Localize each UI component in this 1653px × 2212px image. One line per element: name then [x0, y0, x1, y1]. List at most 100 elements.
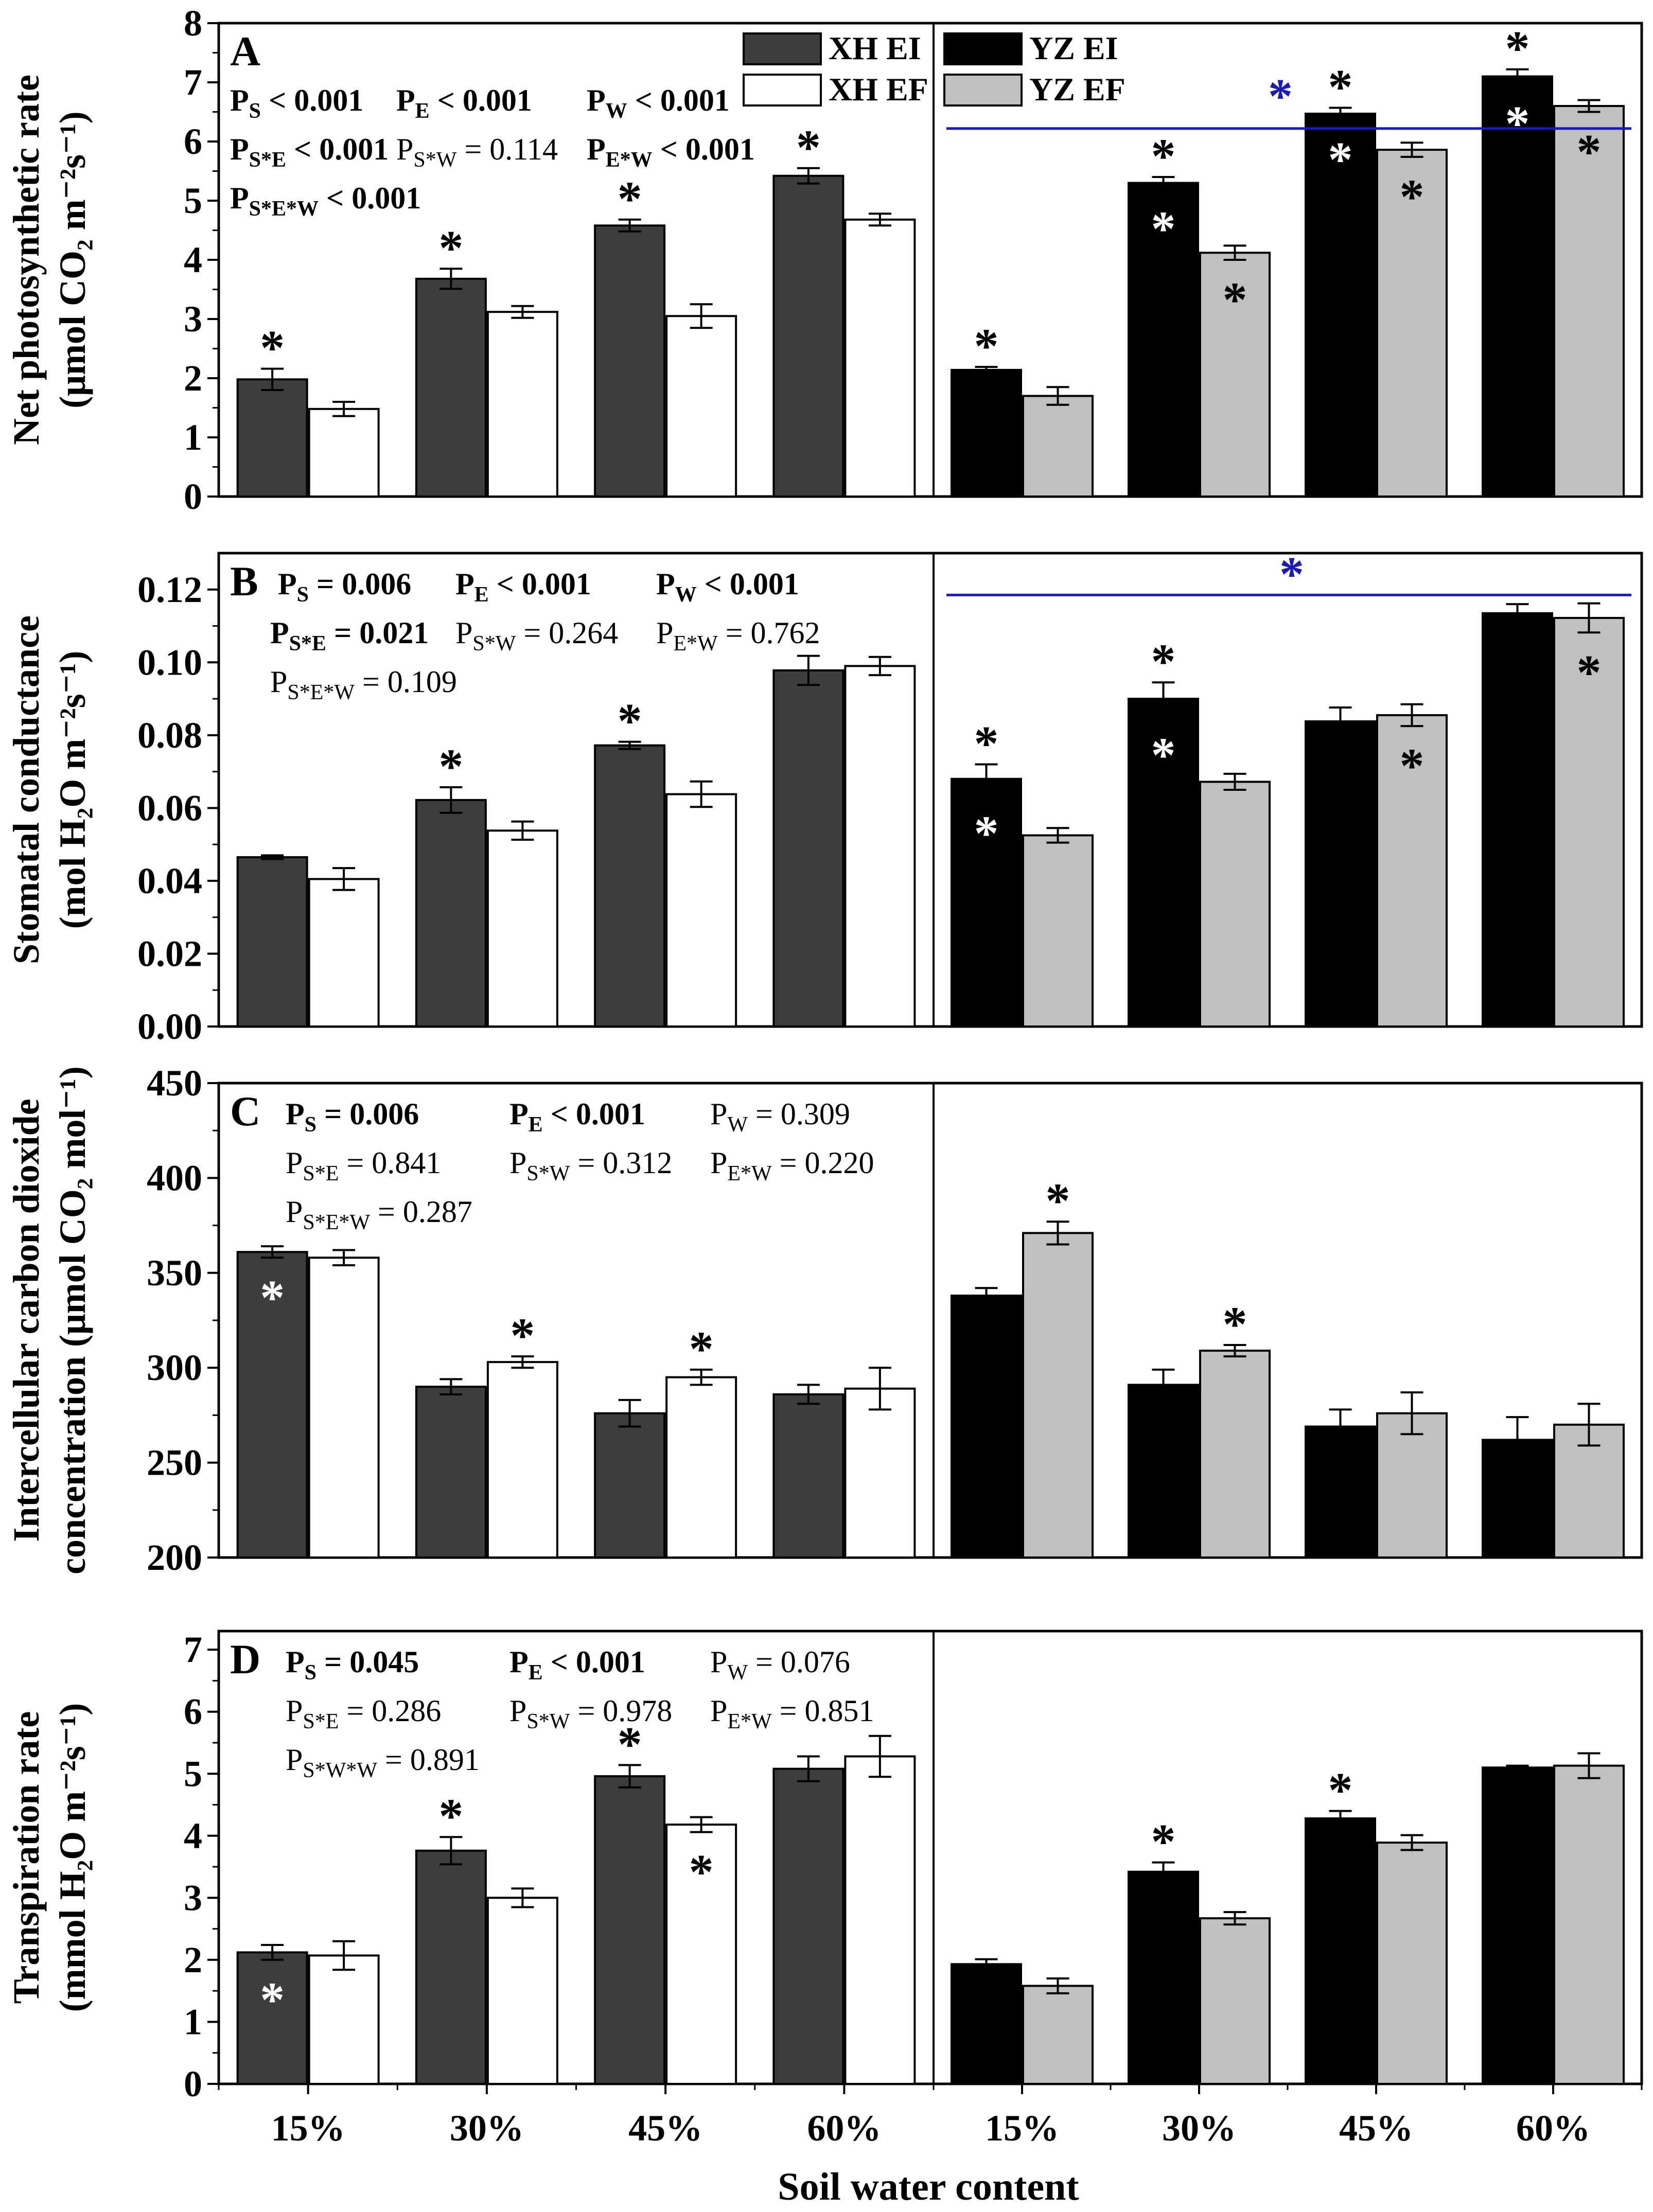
bar [772, 174, 845, 498]
y-tick-label: 4 [184, 239, 202, 280]
bar [1482, 612, 1553, 1028]
stat-label: PW < 0.001 [656, 567, 799, 607]
bar [665, 1376, 737, 1559]
significance-star-inside: * [974, 806, 999, 861]
bar [1128, 182, 1199, 498]
stat-label: PS*E = 0.286 [286, 1694, 441, 1733]
x-tick-label: 30% [450, 2108, 524, 2149]
y-tick-label: 450 [147, 1063, 202, 1104]
bar [951, 368, 1022, 498]
significance-star-inside: * [260, 1972, 285, 2027]
y-tick-label: 7 [184, 1629, 202, 1670]
bar [665, 315, 737, 498]
y-tick-label: 350 [147, 1252, 202, 1294]
y-tick-label: 1 [184, 2001, 202, 2042]
bar [1305, 112, 1376, 498]
bar [1305, 1817, 1376, 2085]
legend-label: XH EF [829, 71, 928, 108]
stat-label: PS = 0.045 [286, 1645, 419, 1685]
bar [1376, 149, 1448, 498]
significance-star-above: * [260, 321, 285, 376]
x-tick-label: 15% [271, 2108, 345, 2149]
bar [1553, 1764, 1625, 2085]
y-tick-label: 0.04 [137, 860, 202, 901]
stat-label: PE*W = 0.762 [656, 616, 820, 656]
stat-label: PS < 0.001 [230, 83, 363, 123]
bar [594, 744, 666, 1028]
stat-label: PS*E = 0.021 [270, 616, 429, 656]
bar [951, 777, 1022, 1028]
panel-frame [217, 1630, 1643, 2085]
y-axis-label: (mol H₂O m⁻²s⁻¹) [52, 651, 93, 929]
bar [665, 793, 737, 1028]
bar [844, 218, 916, 498]
y-tick-label: 2 [184, 1939, 202, 1980]
bar [772, 1767, 845, 2085]
bar [1128, 1384, 1199, 1559]
bar [486, 311, 558, 498]
legend-label: YZ EF [1029, 71, 1126, 108]
y-tick-label: 0.06 [137, 787, 202, 828]
y-tick-label: 5 [184, 1753, 202, 1794]
bar [415, 1849, 487, 2085]
stat-label: PS*W*W = 0.891 [286, 1743, 480, 1782]
stat-label: PE*W = 0.220 [710, 1146, 874, 1185]
y-tick-label: 0.00 [137, 1006, 202, 1047]
y-tick-label: 6 [184, 1691, 202, 1732]
bar [1128, 1870, 1199, 2085]
significance-star-above: * [1223, 1297, 1247, 1352]
stat-label: PS*E = 0.841 [286, 1146, 441, 1185]
significance-star-above: * [974, 318, 999, 374]
x-axis-title: Soil water content [778, 2165, 1079, 2208]
significance-star-above: * [1046, 1173, 1070, 1228]
significance-star-inside: * [1223, 272, 1247, 327]
bar [308, 408, 380, 498]
y-tick-label: 5 [184, 180, 202, 221]
bar [1376, 1842, 1448, 2085]
panel-letter: D [230, 1636, 260, 1683]
y-tick-label: 8 [184, 3, 202, 44]
significance-star-inside: * [1400, 738, 1425, 793]
bar [594, 224, 666, 498]
bar [951, 1295, 1022, 1559]
y-tick-label: 0.12 [137, 569, 202, 610]
y-tick-label: 1 [184, 417, 202, 458]
stat-label: PS = 0.006 [286, 1097, 419, 1137]
stat-label: PS*E < 0.001 [230, 132, 389, 172]
bar [1022, 1232, 1094, 1559]
bar [1199, 781, 1271, 1028]
bar [951, 1963, 1022, 2085]
bar [308, 878, 380, 1028]
bar [236, 1251, 308, 1559]
y-tick-label: 3 [184, 1877, 202, 1918]
significance-star-above: * [1151, 634, 1176, 689]
bar [1305, 720, 1376, 1028]
x-tick-label: 45% [1339, 2108, 1413, 2149]
stat-label: PS*E*W < 0.001 [230, 181, 421, 221]
stat-label: PS*W = 0.264 [455, 616, 618, 656]
significance-star-above: * [618, 1716, 642, 1772]
stat-label: PW = 0.076 [710, 1645, 850, 1685]
stat-label: PE < 0.001 [509, 1645, 645, 1685]
bar [844, 665, 916, 1028]
y-tick-label: 200 [147, 1537, 202, 1578]
significance-star-inside: * [1151, 728, 1176, 783]
reference-line-star: * [1268, 69, 1293, 124]
bar [1022, 1985, 1094, 2085]
bar [665, 1824, 737, 2085]
reference-line-star: * [1279, 546, 1304, 601]
bar [415, 277, 487, 498]
significance-star-inside: * [1505, 96, 1530, 151]
bar [1022, 395, 1094, 498]
significance-star-above: * [1151, 129, 1176, 184]
y-axis-label: (μmol CO₂ m⁻²s⁻¹) [52, 111, 93, 409]
y-axis-label: concentration (μmol CO₂ mol⁻¹) [52, 1066, 93, 1574]
significance-star-above: * [618, 171, 642, 226]
bar [236, 1951, 308, 2085]
bar [486, 1361, 558, 1559]
significance-star-above: * [438, 220, 463, 275]
y-tick-label: 3 [184, 298, 202, 340]
bar [1305, 1425, 1376, 1559]
bar [1482, 75, 1553, 498]
